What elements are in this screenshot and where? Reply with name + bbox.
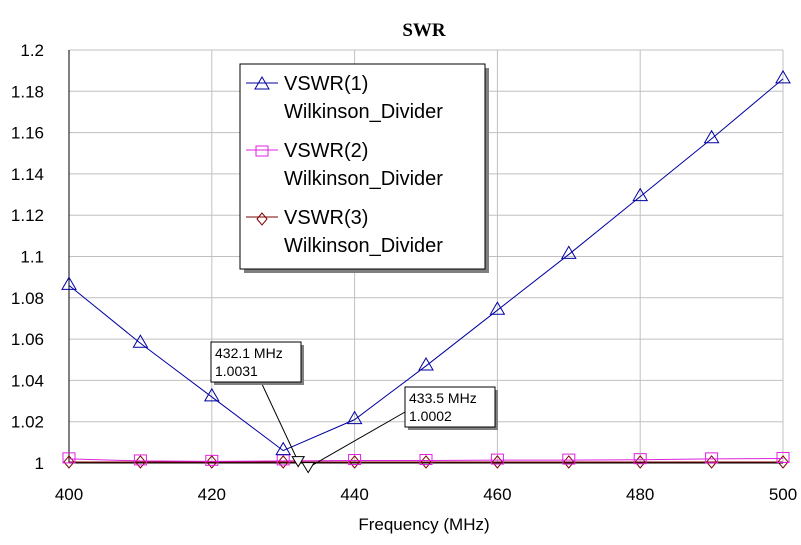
- x-tick-label: 420: [198, 485, 226, 504]
- square-marker: [419, 454, 433, 466]
- y-tick-label: 1.14: [11, 165, 44, 184]
- diamond-marker: [63, 455, 75, 469]
- y-tick-label: 1.2: [20, 41, 44, 60]
- legend-series-name: VSWR(1): [284, 73, 368, 95]
- annotation-leader: [260, 381, 299, 462]
- x-tick-label: 480: [626, 485, 654, 504]
- square-marker: [490, 453, 504, 465]
- x-tick-label: 500: [769, 485, 797, 504]
- annotation-value: 1.0031: [215, 363, 258, 379]
- x-tick-label: 400: [55, 485, 83, 504]
- annotation-leader: [307, 411, 406, 469]
- square-marker: [62, 452, 76, 464]
- legend-box: [239, 63, 486, 270]
- legend-series-name: VSWR(2): [284, 140, 368, 162]
- annotation-freq: 433.5 MHz: [409, 390, 477, 406]
- triangle-marker: [61, 276, 77, 290]
- legend-series-source: Wilkinson_Divider: [284, 101, 443, 123]
- series-group: [61, 69, 791, 469]
- triangle-marker: [560, 245, 577, 259]
- triangle-marker: [418, 356, 434, 371]
- triangle-marker: [203, 387, 220, 402]
- triangle-marker: [275, 441, 292, 456]
- annotation-box: [210, 341, 302, 383]
- y-tick-label: 1.18: [11, 82, 44, 101]
- x-tick-label: 460: [483, 485, 511, 504]
- series-line: [68, 78, 784, 452]
- square-marker: [776, 451, 790, 463]
- diamond-marker: [705, 455, 718, 469]
- x-axis-label: Frequency (MHz): [358, 515, 489, 534]
- marker-annotations: 432.1 MHz 1.0031 433.5 MHz 1.0002: [210, 341, 498, 474]
- y-tick-label: 1.02: [11, 413, 44, 432]
- marker-triangle: [301, 462, 316, 474]
- marker-triangle: [291, 456, 306, 468]
- triangle-marker: [132, 334, 149, 348]
- legend-series-name: VSWR(3): [284, 207, 368, 229]
- y-tick-label: 1.12: [11, 206, 44, 225]
- square-marker: [255, 145, 269, 157]
- y-tick-label: 1.08: [11, 289, 44, 308]
- annotation-freq: 432.1 MHz: [215, 345, 283, 361]
- legend-series-source: Wilkinson_Divider: [284, 235, 443, 257]
- series-line: [68, 457, 784, 462]
- square-marker: [705, 452, 719, 464]
- chart-title: SWR: [402, 20, 446, 41]
- y-tick-label: 1: [35, 454, 44, 473]
- diamond-marker: [420, 455, 432, 469]
- y-tick-label: 1.16: [11, 124, 44, 143]
- triangle-marker: [489, 301, 506, 315]
- diamond-marker: [348, 455, 361, 469]
- triangle-marker: [703, 129, 720, 144]
- y-tick-label: 1.04: [11, 371, 44, 390]
- diamond-marker: [256, 212, 268, 226]
- triangle-marker: [775, 69, 791, 84]
- triangle-marker: [346, 410, 363, 425]
- diamond-marker: [277, 455, 289, 469]
- diamond-marker: [134, 455, 147, 469]
- square-marker: [633, 453, 647, 465]
- y-tick-label: 1.06: [11, 330, 44, 349]
- square-marker: [205, 454, 219, 466]
- triangle-marker: [632, 187, 649, 202]
- diamond-marker: [777, 455, 789, 469]
- square-marker: [133, 454, 147, 466]
- legend: VSWR(1) Wilkinson_Divider VSWR(2) Wilkinson…: [239, 63, 489, 273]
- x-tick-label: 440: [340, 485, 368, 504]
- square-marker: [562, 453, 576, 465]
- diamond-marker: [206, 455, 218, 469]
- annotation-box: [404, 386, 496, 428]
- x-axis-ticks: 400 420 440 460 480 500: [55, 485, 797, 504]
- legend-series-source: Wilkinson_Divider: [284, 168, 443, 190]
- square-marker: [348, 454, 362, 466]
- annotation-value: 1.0002: [409, 408, 452, 424]
- y-axis-ticks: 1 1.02 1.04 1.06 1.08 1.1 1.12 1.14 1.16 1.18 1.2: [11, 41, 44, 473]
- y-tick-label: 1.1: [20, 248, 44, 267]
- triangle-marker: [254, 76, 270, 90]
